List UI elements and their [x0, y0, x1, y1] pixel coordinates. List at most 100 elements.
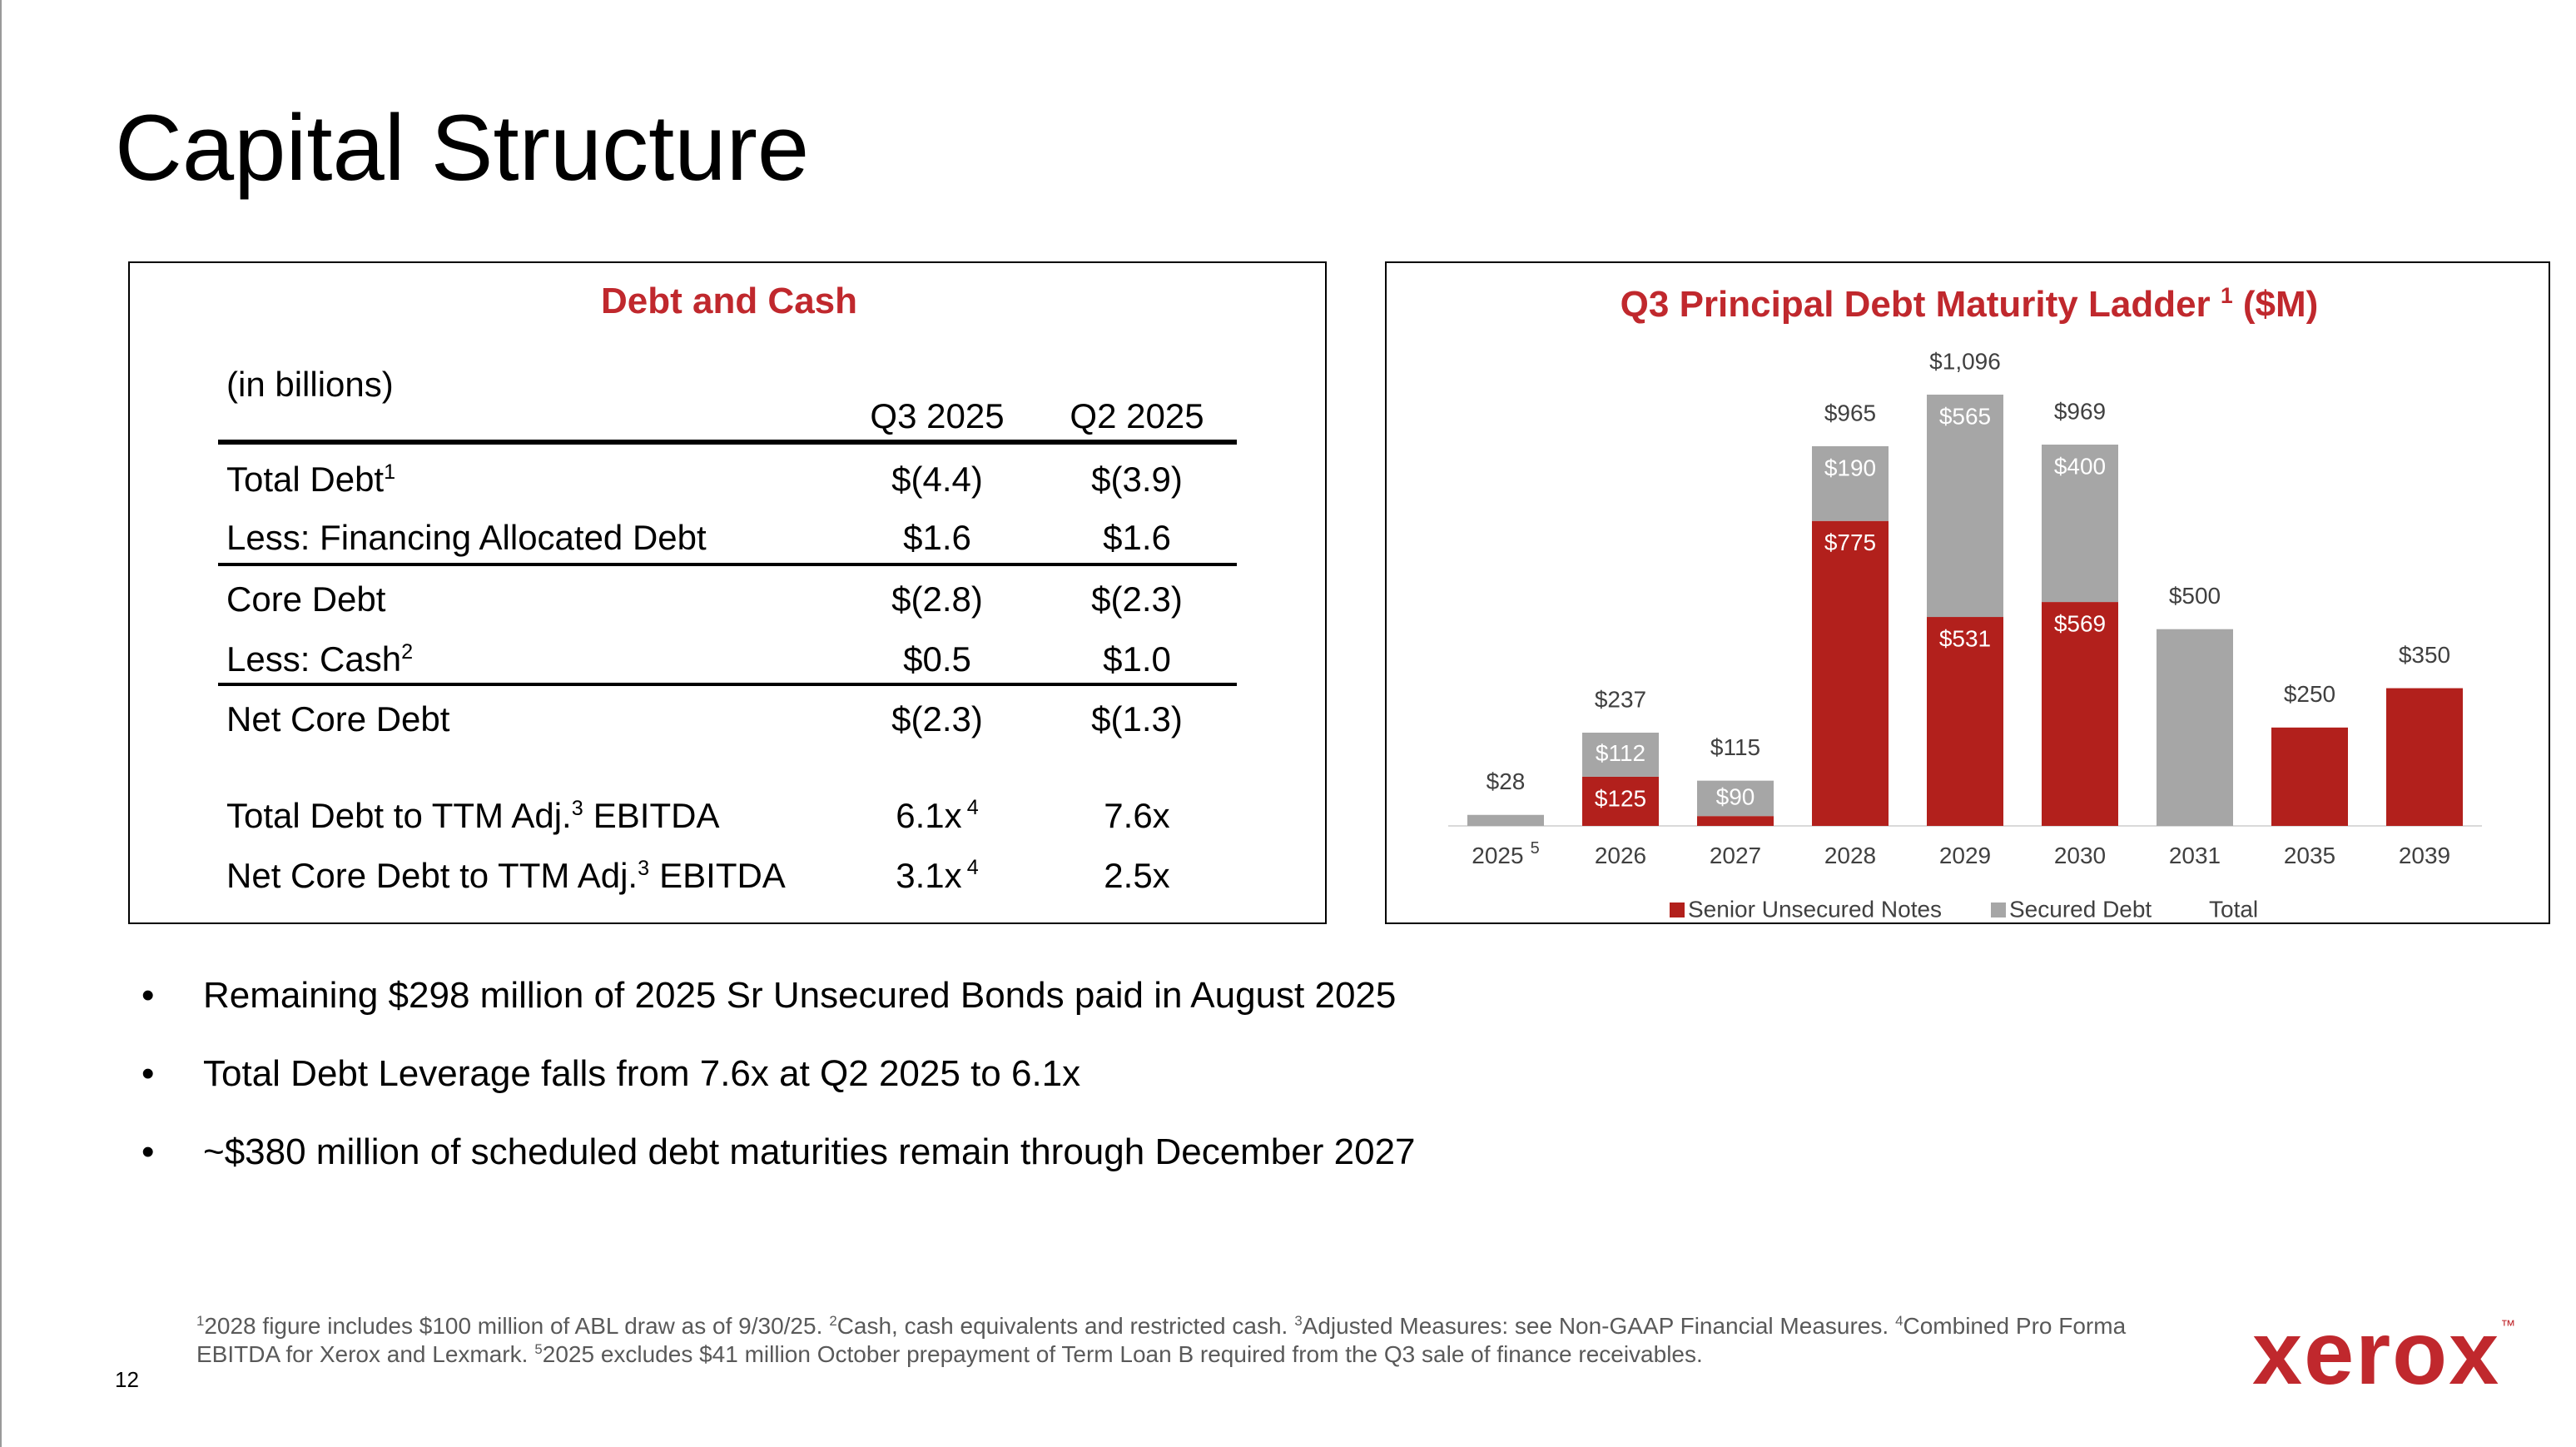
total-label: $28: [1487, 768, 1526, 794]
row-label-sup: 1: [384, 460, 396, 484]
bullet-text: Total Debt Leverage falls from 7.6x at Q…: [203, 1052, 1081, 1094]
row-label: Less: Cash2: [226, 641, 413, 681]
row-label: Total Debt1: [226, 461, 395, 501]
bullet-dot: •: [141, 1052, 155, 1094]
row-value-text: $(2.3): [891, 701, 983, 739]
segment-label: $775: [1824, 530, 1876, 555]
row-value-text: $(2.8): [891, 581, 983, 619]
row-value-text: $(4.4): [891, 461, 983, 500]
row-value: 6.1x 4: [896, 798, 978, 838]
footnote-sup: 3: [1294, 1311, 1303, 1329]
footnotes: 12028 figure includes $100 million of AB…: [196, 1312, 2194, 1369]
footnote-sup: 1: [196, 1311, 205, 1329]
chart-title-unit: ($M): [2242, 283, 2319, 325]
x-tick-label: 2025 5: [1472, 839, 1539, 868]
total-label: $1,096: [1929, 348, 2001, 374]
x-tick-label: 2039: [2399, 843, 2450, 868]
legend-swatch: [1991, 903, 2006, 917]
row-value-text: $1.6: [903, 520, 971, 558]
row-value: $1.6: [903, 520, 971, 559]
x-tick-sup: 5: [1531, 839, 1540, 858]
footnote-sup: 5: [534, 1340, 543, 1357]
row-label-text: Net Core Debt: [226, 701, 450, 739]
row-value: $(3.9): [1091, 461, 1183, 501]
row-label-sup: 3: [638, 856, 650, 880]
row-label-sup: 2: [401, 639, 414, 664]
bar-segment: [2042, 445, 2118, 603]
row-value: $(2.3): [1091, 581, 1183, 621]
footnote-text: 2025 excludes $41 million October prepay…: [542, 1340, 1703, 1367]
bullet-text: Remaining $298 million of 2025 Sr Unsecu…: [203, 974, 1397, 1016]
chart-title-sup: 1: [2220, 283, 2233, 309]
unit-label: (in billions): [226, 366, 394, 405]
row-value-text: 3.1x: [896, 858, 962, 896]
chart-panel: Q3 Principal Debt Maturity Ladder 1 ($M)…: [1385, 261, 2550, 924]
bullet-dot: •: [141, 974, 155, 1016]
footnote-text: Combined Pro Forma EBITDA for Xerox and …: [196, 1312, 2127, 1367]
header-rule: [218, 440, 1237, 445]
table-panel: Debt and Cash (in billions) Q3 2025 Q2 2…: [128, 261, 1327, 924]
row-rule: [218, 683, 1237, 685]
row-value-text: 6.1x: [896, 798, 962, 836]
column-header: Q3 2025: [870, 398, 1005, 436]
bullet-text: ~$380 million of scheduled debt maturiti…: [203, 1131, 1416, 1172]
x-tick-text: 2035: [2284, 843, 2335, 868]
row-value: $(2.8): [891, 581, 983, 621]
x-tick-label: 2031: [2169, 843, 2221, 868]
legend-label: Secured Debt: [2009, 896, 2152, 922]
row-value-text: $(1.3): [1091, 701, 1183, 739]
row-value: $(1.3): [1091, 701, 1183, 741]
footnote-sup: 2: [829, 1311, 837, 1329]
bullet-dot: •: [141, 1131, 155, 1172]
segment-label: $400: [2054, 453, 2106, 479]
row-label: Total Debt to TTM Adj.3 EBITDA: [226, 798, 720, 838]
x-tick-text: 2029: [1939, 843, 1991, 868]
segment-label: $569: [2054, 610, 2106, 636]
bar-segment: [1927, 395, 2003, 618]
segment-label: $190: [1824, 455, 1876, 480]
x-tick-label: 2035: [2284, 843, 2335, 868]
legend-label: Total: [2209, 896, 2258, 922]
row-label-text: Net Core Debt to TTM Adj.: [226, 858, 638, 896]
logo-text: xerox: [2252, 1304, 2501, 1404]
bar-segment: [2157, 629, 2233, 826]
row-label-text: Total Debt to TTM Adj.: [226, 798, 572, 836]
row-value: $(2.3): [891, 701, 983, 741]
bar-segment: [1697, 780, 1774, 817]
chart-title: Q3 Principal Debt Maturity Ladder 1 ($M): [1387, 283, 2552, 326]
bar-segment: [1582, 732, 1659, 777]
segment-label: $565: [1939, 403, 1991, 429]
total-label: $965: [1824, 400, 1876, 425]
row-label-text: Total Debt: [226, 461, 385, 500]
x-tick-text: 2027: [1710, 843, 1761, 868]
row-label-text: Less: Financing Allocated Debt: [226, 520, 707, 558]
page-number: 12: [115, 1367, 139, 1392]
table-title: Debt and Cash: [600, 280, 858, 321]
bar-segment: [1927, 617, 2003, 826]
row-value: 2.5x: [1104, 858, 1169, 898]
row-label: Net Core Debt to TTM Adj.3 EBITDA: [226, 858, 786, 898]
total-label: $969: [2054, 398, 2106, 424]
x-tick-text: 2025: [1472, 843, 1523, 868]
legend-swatch: [1670, 903, 1685, 917]
row-label-end: EBITDA: [659, 858, 786, 896]
row-value: $1.6: [1103, 520, 1171, 559]
segment-label: $90: [1716, 783, 1755, 809]
row-value-sup: 4: [966, 796, 979, 820]
bar-segment: [2042, 602, 2118, 826]
bar-segment: [1697, 816, 1774, 826]
x-tick-text: 2031: [2169, 843, 2221, 868]
footnote-text: 2028 figure includes $100 million of ABL…: [204, 1312, 823, 1339]
row-value: 7.6x: [1104, 798, 1169, 838]
row-label-text: Core Debt: [226, 581, 386, 619]
bar-segment: [1812, 445, 1889, 521]
total-label: $237: [1595, 686, 1646, 712]
row-value-text: $0.5: [903, 641, 971, 679]
x-tick-text: 2026: [1595, 843, 1646, 868]
segment-label: $112: [1596, 740, 1645, 766]
bar-segment: [1812, 520, 1889, 826]
chart-title-text: Q3 Principal Debt Maturity Ladder: [1620, 283, 2211, 325]
chart: $28 2025 5 $125 $112 $237 2026 $90 $115 2027 $775 $…: [1448, 348, 2482, 922]
row-label-end: EBITDA: [593, 798, 720, 836]
